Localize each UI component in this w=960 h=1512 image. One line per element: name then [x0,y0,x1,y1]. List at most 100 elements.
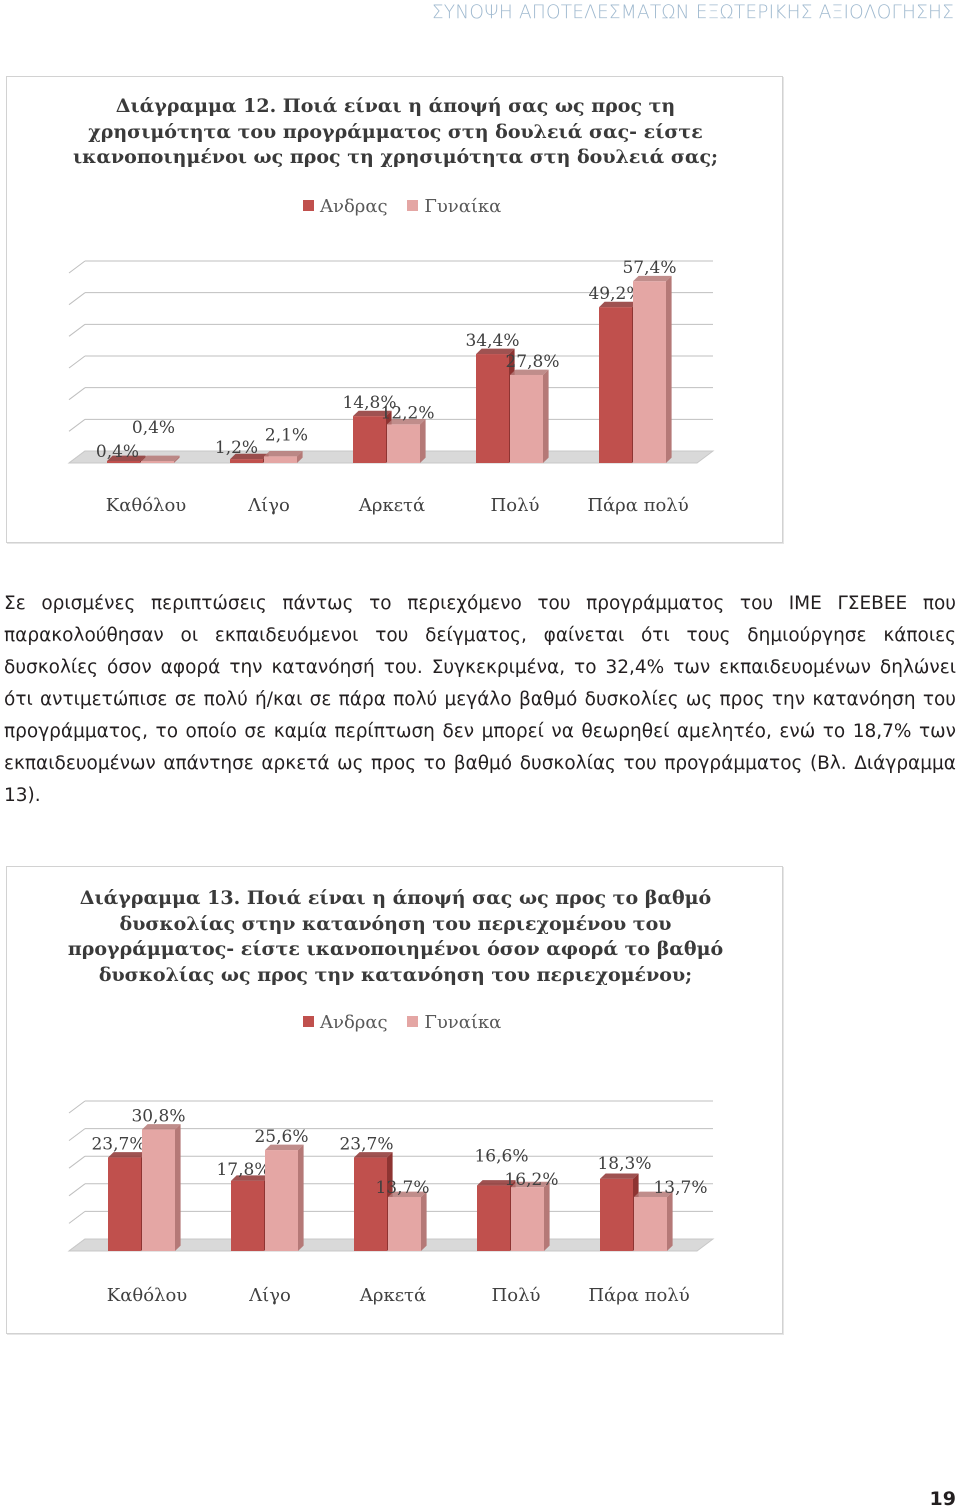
legend-swatch-men [303,1015,314,1027]
bar-top [477,1180,516,1186]
bar-front [477,1185,510,1251]
bar-top [476,348,515,355]
legend-swatch-women [407,199,419,211]
bar-front [141,461,174,463]
bar-side [174,455,180,463]
bar-side [298,1144,304,1251]
legend-label-women: Γυναίκα [424,196,502,217]
gridline [68,1155,86,1169]
bar-side [667,1191,673,1251]
legend-label-women: Γυναίκα [424,1012,502,1033]
data-label: 16,2% [504,1170,558,1190]
data-label: 23,7% [91,1135,145,1155]
category-label: Πάρα πολύ [587,495,688,516]
legend-item-men: Ανδρας [303,1012,388,1033]
bar-front [387,424,420,463]
bar-front [108,1157,141,1251]
legend-item-men: Ανδρας [303,196,388,217]
data-label: 13,7% [375,1178,429,1198]
bar-side [666,275,672,463]
category-label: Λίγο [248,1285,291,1306]
bar-front [353,416,386,463]
bar [388,1191,427,1251]
bar [264,450,303,463]
chart-12-title: Διάγραμμα 12. Ποιά είναι η άποψή σας ως … [7,94,784,171]
bar-top [141,455,180,461]
data-label: 23,7% [339,1135,393,1155]
data-label: 0,4% [96,442,139,462]
category-label: Αρκετά [359,1285,426,1306]
data-label: 12,2% [380,403,434,423]
chart-title-line: δυσκολίας ως προς την κατανόηση του περι… [98,963,693,986]
page-number: 19 [929,1488,956,1510]
gridline [68,1100,86,1114]
data-label: 27,8% [505,352,559,372]
bar-front [230,459,263,463]
chart-12-plot: 0,4% 0,4% Καθόλου 1,2% 2,1% Λίγο 14,8%12,2% Αρκ… [67,258,715,516]
bar-front [231,1180,264,1251]
data-label: 1,2% [215,438,258,458]
data-label: 18,3% [597,1154,651,1174]
gridline [68,292,86,306]
legend-item-women: Γυναίκα [407,196,501,217]
bar-top [511,1181,550,1188]
category-label: Λίγο [247,495,290,516]
bar-top [354,1152,393,1158]
data-label: 57,4% [622,258,676,278]
bar-side [175,1124,181,1251]
bar-front [354,1157,387,1251]
category-label: Πολύ [492,1285,541,1306]
bar [231,1175,270,1251]
chart-title-line: προγράμματος- είστε ικανοποιημένοι όσον … [67,938,724,960]
chart-12-legend: Ανδρας Γυναίκα [303,196,515,217]
bar [141,455,180,463]
chart-12-frame: Διάγραμμα 12. Ποιά είναι η άποψή σας ως … [6,76,783,543]
data-label: 0,4% [132,418,175,438]
bar-front [634,1196,667,1251]
gridline [68,418,86,432]
bar [142,1124,181,1251]
chart-13-plot: 23,7% 30,8% Καθόλου 17,8% 25,6% Λίγο 23,7% 13,7… [67,1100,715,1306]
data-label: 49,2% [588,284,642,304]
bar [387,418,426,463]
gridline [68,355,86,369]
bar-front [265,1150,298,1251]
bar-top [108,1152,147,1158]
bar-side [297,450,303,463]
bar-top [142,1124,181,1130]
bar-front [388,1196,421,1251]
bar-top [230,453,269,460]
bar-front [510,374,543,463]
bar [265,1144,304,1251]
bar-top [600,1173,639,1179]
bar-top [388,1191,427,1197]
bar [633,275,672,463]
data-label: 25,6% [254,1127,308,1147]
bar-front [599,307,632,463]
bar-top [264,450,303,457]
legend-swatch-men [303,199,314,211]
bar-side [420,418,426,463]
data-label: 30,8% [131,1107,185,1127]
chart-13-frame: Διάγραμμα 13. Ποιά είναι η άποψή σας ως … [6,866,783,1334]
running-header: ΣΥΝΟΨΗ ΑΠΟΤΕΛΕΣΜΑΤΩΝ ΕΞΩΤΕΡΙΚΗΣ ΑΞΙΟΛΟΓΗ… [431,2,954,23]
category-label: Καθόλου [107,1285,188,1306]
bar-top [265,1144,304,1151]
bar-front [600,1178,633,1251]
bar-front [476,354,509,463]
chart-13-title: Διάγραμμα 13. Ποιά είναι η άποψή σας ως … [7,886,784,988]
bar-top [231,1175,270,1181]
body-text: Σε ορισμένες περιπτώσεις πάντως το περιε… [4,588,956,812]
gridline [68,387,86,401]
data-label: 16,6% [474,1147,528,1167]
bar-front [633,281,666,463]
gridline [68,323,86,337]
chart-title-line: ικανοποιημένοι ως προς τη χρησιμότητα στ… [72,146,719,168]
data-label: 14,8% [342,393,396,413]
bar-top [634,1191,673,1197]
bar [354,1152,393,1251]
gridline [68,1128,86,1142]
bar-front [142,1129,175,1251]
bar-side [421,1191,427,1251]
bar-top [107,455,146,461]
